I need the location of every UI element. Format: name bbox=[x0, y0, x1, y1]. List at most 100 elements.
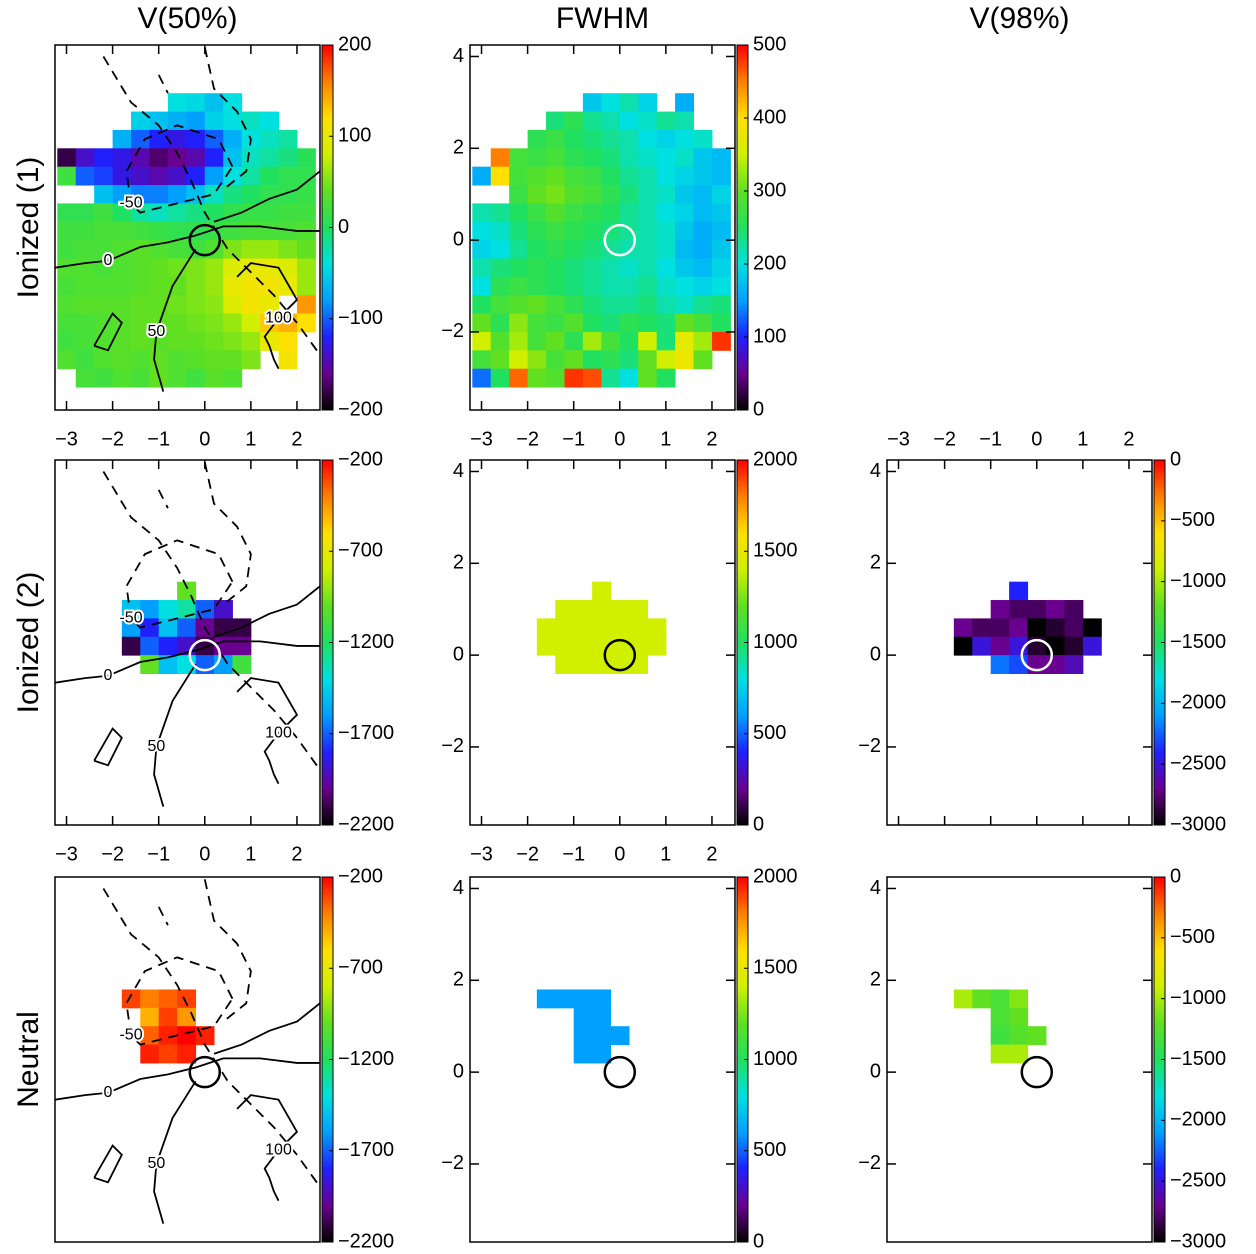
x-tick-label: −2 bbox=[101, 428, 124, 450]
x-tick-label: −2 bbox=[516, 428, 539, 450]
map-cell bbox=[564, 368, 584, 388]
map-cell bbox=[232, 636, 252, 656]
map-cell bbox=[629, 618, 648, 638]
nucleus-marker bbox=[188, 1055, 222, 1089]
map-cell bbox=[296, 185, 316, 204]
map-cell bbox=[592, 1007, 612, 1027]
map-cell bbox=[167, 350, 187, 370]
colorbar-tick-label: −3000 bbox=[1170, 1230, 1226, 1252]
map-cell bbox=[638, 331, 658, 351]
map-cell bbox=[167, 240, 187, 259]
map-cell bbox=[75, 166, 95, 186]
y-tick-label: 2 bbox=[453, 552, 464, 574]
map-cell bbox=[167, 111, 187, 131]
map-cell bbox=[112, 350, 132, 370]
map-cell bbox=[177, 618, 197, 638]
map-cell bbox=[610, 600, 630, 619]
map-cell bbox=[131, 313, 150, 333]
map-cell bbox=[638, 111, 658, 131]
map-cell bbox=[112, 331, 132, 351]
map-cell bbox=[177, 1026, 197, 1046]
map-cell bbox=[1027, 618, 1047, 638]
map-cell bbox=[564, 313, 584, 333]
map-cell bbox=[601, 350, 621, 370]
column-title: V(50%) bbox=[137, 2, 237, 35]
y-tick-label: 0 bbox=[870, 1060, 881, 1082]
map-cell bbox=[177, 581, 197, 601]
map-cell bbox=[472, 203, 492, 223]
map-cell bbox=[619, 185, 639, 204]
map-cell bbox=[223, 313, 243, 333]
map-cell bbox=[527, 331, 547, 351]
map-cell bbox=[656, 295, 676, 315]
map-cell bbox=[582, 203, 602, 223]
map-cell bbox=[693, 276, 713, 296]
map-cell bbox=[167, 221, 187, 241]
map-cell bbox=[75, 295, 95, 315]
map-cell bbox=[527, 276, 547, 296]
map-cell bbox=[1064, 636, 1084, 656]
colorbar-tick-label: 0 bbox=[753, 398, 764, 420]
x-tick-label: 1 bbox=[660, 843, 671, 865]
map-cell bbox=[1009, 618, 1029, 638]
map-cell bbox=[278, 221, 298, 241]
map-cell bbox=[94, 276, 114, 296]
contour-label: 50 bbox=[147, 738, 165, 755]
map-cell bbox=[656, 350, 676, 370]
map-cell bbox=[149, 148, 169, 168]
colorbar-tick-label: −200 bbox=[338, 448, 383, 470]
map-cell bbox=[140, 1026, 160, 1046]
contour-line bbox=[213, 170, 320, 223]
map-cell bbox=[546, 276, 565, 296]
map-cell bbox=[223, 129, 243, 149]
map-cell bbox=[75, 350, 95, 370]
map-cell bbox=[472, 166, 492, 186]
map-cell bbox=[675, 350, 695, 370]
map-cell bbox=[94, 258, 114, 278]
map-cell bbox=[693, 185, 713, 204]
x-tick-label: 1 bbox=[1077, 428, 1088, 450]
map-cell bbox=[57, 313, 77, 333]
map-cell bbox=[241, 331, 261, 351]
map-cell bbox=[241, 276, 261, 296]
map-cell bbox=[619, 240, 639, 259]
map-cell bbox=[638, 203, 658, 223]
contour-label: -50 bbox=[119, 195, 142, 212]
axes-frame bbox=[469, 44, 736, 411]
map-cell bbox=[601, 258, 621, 278]
map-cell bbox=[296, 276, 316, 296]
map-cell bbox=[149, 331, 169, 351]
map-cell bbox=[131, 129, 150, 149]
colorbar-tick-label: −700 bbox=[338, 957, 383, 979]
contour-line bbox=[55, 1073, 169, 1101]
nucleus-marker bbox=[1020, 1055, 1054, 1089]
map-cell bbox=[241, 166, 261, 186]
plot-area: -50 0 50 100 bbox=[55, 879, 320, 1224]
map-cell bbox=[711, 313, 731, 333]
map-cell bbox=[186, 295, 206, 315]
x-tick-label: −2 bbox=[101, 843, 124, 865]
colorbar-tick-label: −500 bbox=[1170, 509, 1215, 531]
map-cell bbox=[564, 350, 584, 370]
map-cell bbox=[582, 240, 602, 259]
contour-line bbox=[153, 663, 197, 807]
map-cell bbox=[75, 240, 95, 259]
contour-line bbox=[55, 656, 169, 684]
map-cell bbox=[149, 185, 169, 204]
y-tick-label: −2 bbox=[858, 735, 881, 757]
map-cell bbox=[564, 129, 584, 149]
map-cell bbox=[675, 221, 695, 241]
map-cell bbox=[656, 129, 676, 149]
contour-label: 100 bbox=[265, 724, 292, 741]
colorbar-tick-label: −500 bbox=[1170, 926, 1215, 948]
map-cell bbox=[638, 129, 658, 149]
map-cell bbox=[472, 295, 492, 315]
map-cell bbox=[490, 240, 510, 259]
map-cell bbox=[131, 276, 150, 296]
map-cell bbox=[278, 240, 298, 259]
map-cell bbox=[546, 368, 565, 388]
map-cell bbox=[573, 618, 593, 638]
map-cell bbox=[564, 331, 584, 351]
map-cell bbox=[693, 258, 713, 278]
nucleus-marker bbox=[603, 638, 637, 672]
